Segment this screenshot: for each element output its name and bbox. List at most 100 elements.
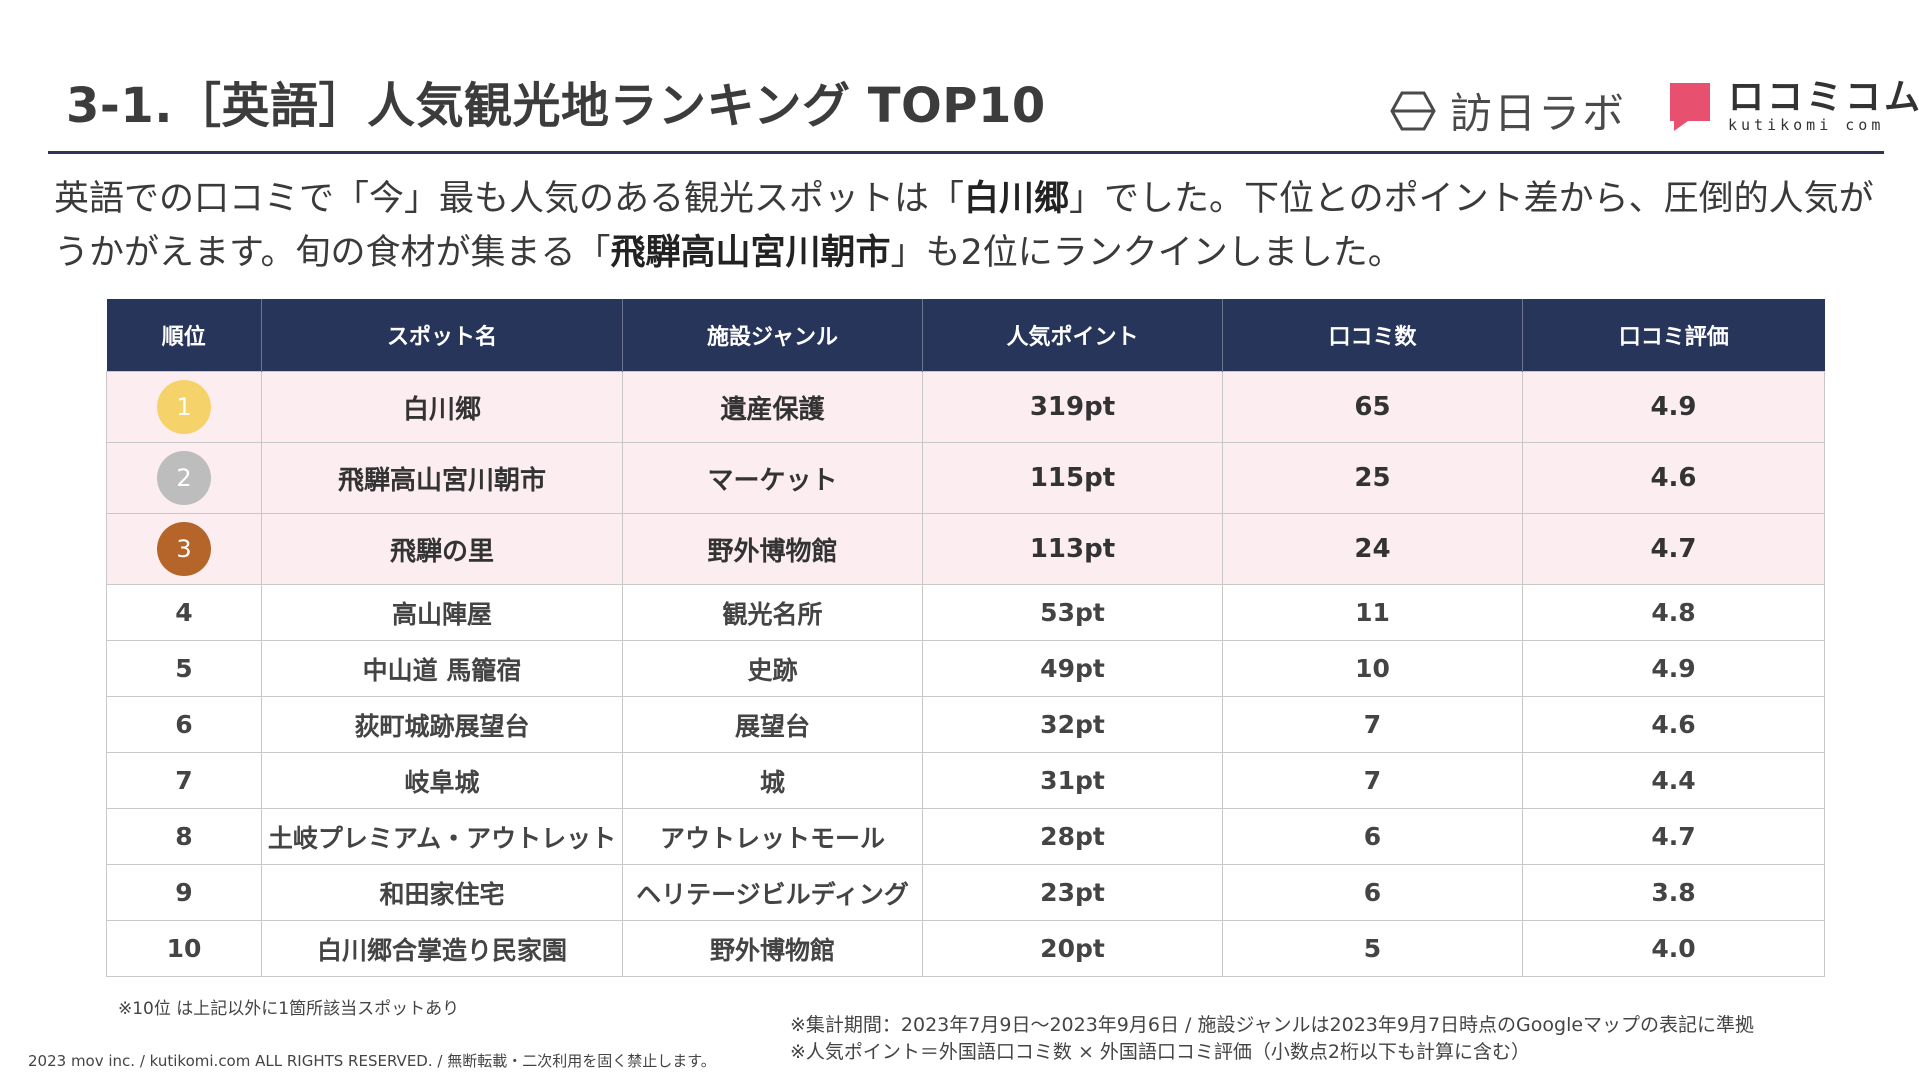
highlight-shirakawago: 白川郷 [964, 179, 1070, 219]
rating-cell: 4.8 [1522, 584, 1825, 641]
ranking-table: 順位 スポット名 施設ジャンル 人気ポイント 口コミ数 口コミ評価 1 白川郷 … [106, 299, 1825, 977]
count-cell: 11 [1222, 584, 1523, 641]
lead-line-2: うかがえます。旬の食材が集まる「飛騨高山宮川朝市」も2位にランクインしました。 [54, 233, 1403, 273]
rank-cell: 4 [106, 584, 262, 641]
count-cell: 5 [1222, 920, 1523, 977]
period-footnote: ※集計期間：2023年7月9日～2023年9月6日 / 施設ジャンルは2023年… [790, 1014, 1755, 1036]
points-cell: 319pt [922, 371, 1223, 443]
column-header-count: 口コミ数 [1222, 299, 1523, 372]
table-row: 6 荻町城跡展望台 展望台 32pt 7 4.6 [106, 696, 1825, 753]
table-row: 7 岐阜城 城 31pt 7 4.4 [106, 752, 1825, 809]
rating-cell: 4.7 [1522, 808, 1825, 865]
houjin-labo-logo: 訪日ラボ [1390, 80, 1626, 141]
rank-cell: 1 [106, 371, 262, 443]
speech-bubble-icon [1670, 83, 1710, 131]
genre-cell: 展望台 [622, 696, 923, 753]
table-row: 8 土岐プレミアム・アウトレット アウトレットモール 28pt 6 4.7 [106, 808, 1825, 865]
count-cell: 65 [1222, 371, 1523, 443]
title-divider [48, 151, 1884, 154]
column-header-points: 人気ポイント [922, 299, 1223, 372]
points-cell: 31pt [922, 752, 1223, 809]
kutikomi-logo-subtext: kutikomi com [1728, 116, 1885, 134]
rank-cell: 7 [106, 752, 262, 809]
rank-cell: 3 [106, 513, 262, 585]
spot-cell: 白川郷 [261, 371, 623, 443]
genre-cell: 野外博物館 [622, 920, 923, 977]
rating-cell: 4.9 [1522, 371, 1825, 443]
count-cell: 25 [1222, 442, 1523, 514]
rating-cell: 4.6 [1522, 442, 1825, 514]
spot-cell: 中山道 馬籠宿 [261, 640, 623, 697]
gold-medal-badge: 1 [157, 380, 211, 434]
points-cell: 53pt [922, 584, 1223, 641]
labo-logo-text: 訪日ラボ [1450, 89, 1627, 138]
rating-cell: 4.9 [1522, 640, 1825, 697]
spot-cell: 高山陣屋 [261, 584, 623, 641]
genre-cell: 遺産保護 [622, 371, 923, 443]
rank-cell: 10 [106, 920, 262, 977]
page-title: 3-1.［英語］人気観光地ランキング TOP10 [66, 78, 1046, 134]
rank-cell: 2 [106, 442, 262, 514]
table-row: 5 中山道 馬籠宿 史跡 49pt 10 4.9 [106, 640, 1825, 697]
rating-cell: 4.6 [1522, 696, 1825, 753]
genre-cell: アウトレットモール [622, 808, 923, 865]
bronze-medal-badge: 3 [157, 522, 211, 576]
points-cell: 49pt [922, 640, 1223, 697]
table-row: 1 白川郷 遺産保護 319pt 65 4.9 [106, 371, 1825, 443]
points-cell: 32pt [922, 696, 1223, 753]
spot-cell: 飛騨の里 [261, 513, 623, 585]
column-header-rank: 順位 [106, 299, 262, 372]
count-cell: 7 [1222, 752, 1523, 809]
column-header-rating: 口コミ評価 [1522, 299, 1825, 372]
table-row: 10 白川郷合掌造り民家園 野外博物館 20pt 5 4.0 [106, 920, 1825, 977]
rank-cell: 9 [106, 864, 262, 921]
points-cell: 28pt [922, 808, 1223, 865]
genre-cell: 史跡 [622, 640, 923, 697]
spot-cell: 白川郷合掌造り民家園 [261, 920, 623, 977]
table-row: 9 和田家住宅 ヘリテージビルディング 23pt 6 3.8 [106, 864, 1825, 921]
count-cell: 7 [1222, 696, 1523, 753]
genre-cell: 観光名所 [622, 584, 923, 641]
count-cell: 24 [1222, 513, 1523, 585]
copyright-notice: 2023 mov inc. / kutikomi.com ALL RIGHTS … [28, 1052, 716, 1070]
count-cell: 6 [1222, 864, 1523, 921]
highlight-morning-market: 飛騨高山宮川朝市 [610, 233, 891, 273]
silver-medal-badge: 2 [157, 451, 211, 505]
hexagon-logo-icon [1390, 91, 1436, 130]
rating-cell: 4.4 [1522, 752, 1825, 809]
kutikomi-logo: ロコミコム kutikomi com [1666, 80, 1919, 134]
lead-line-1: 英語での口コミで「今」最も人気のある観光スポットは「白川郷」でした。下位とのポイ… [54, 179, 1874, 219]
points-cell: 23pt [922, 864, 1223, 921]
points-cell: 20pt [922, 920, 1223, 977]
genre-cell: 城 [622, 752, 923, 809]
rank-cell: 8 [106, 808, 262, 865]
column-header-genre: 施設ジャンル [622, 299, 923, 372]
spot-cell: 岐阜城 [261, 752, 623, 809]
points-cell: 113pt [922, 513, 1223, 585]
rating-cell: 4.0 [1522, 920, 1825, 977]
kutikomi-logo-text: ロコミコム [1728, 77, 1919, 118]
count-cell: 6 [1222, 808, 1523, 865]
table-header-row: 順位 スポット名 施設ジャンル 人気ポイント 口コミ数 口コミ評価 [106, 299, 1825, 372]
count-cell: 10 [1222, 640, 1523, 697]
genre-cell: 野外博物館 [622, 513, 923, 585]
spot-cell: 荻町城跡展望台 [261, 696, 623, 753]
table-row: 2 飛騨高山宮川朝市 マーケット 115pt 25 4.6 [106, 442, 1825, 514]
rank10-footnote: ※10位 は上記以外に1箇所該当スポットあり [118, 999, 460, 1019]
spot-cell: 飛騨高山宮川朝市 [261, 442, 623, 514]
genre-cell: ヘリテージビルディング [622, 864, 923, 921]
points-formula-footnote: ※人気ポイント＝外国語口コミ数 × 外国語口コミ評価（小数点2桁以下も計算に含む… [790, 1041, 1531, 1063]
spot-cell: 土岐プレミアム・アウトレット [261, 808, 623, 865]
genre-cell: マーケット [622, 442, 923, 514]
table-row: 3 飛騨の里 野外博物館 113pt 24 4.7 [106, 513, 1825, 585]
spot-cell: 和田家住宅 [261, 864, 623, 921]
rating-cell: 4.7 [1522, 513, 1825, 585]
table-row: 4 高山陣屋 観光名所 53pt 11 4.8 [106, 584, 1825, 641]
rank-cell: 6 [106, 696, 262, 753]
method-footnotes: ※集計期間：2023年7月9日～2023年9月6日 / 施設ジャンルは2023年… [790, 1012, 1754, 1066]
points-cell: 115pt [922, 442, 1223, 514]
rank-cell: 5 [106, 640, 262, 697]
lead-paragraph: 英語での口コミで「今」最も人気のある観光スポットは「白川郷」でした。下位とのポイ… [54, 172, 1884, 280]
column-header-spot: スポット名 [261, 299, 623, 372]
rating-cell: 3.8 [1522, 864, 1825, 921]
